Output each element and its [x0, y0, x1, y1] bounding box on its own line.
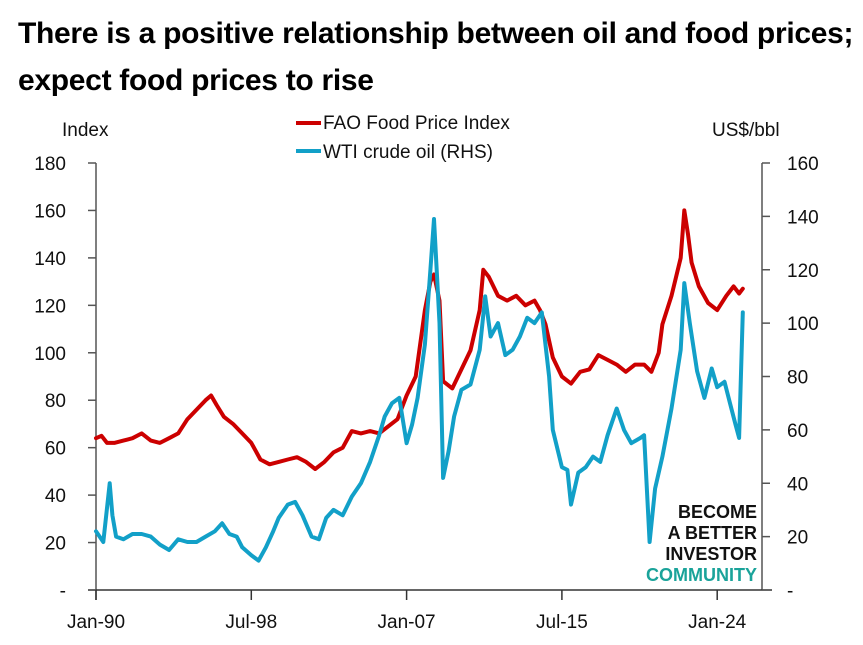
right-tick-label: 100 [787, 314, 819, 335]
left-tick-label: 20 [45, 534, 66, 555]
right-tick-label: 60 [787, 421, 808, 442]
wti-crude-oil-line [94, 217, 745, 563]
right-tick-label: - [787, 581, 793, 602]
right-tick-label: 20 [787, 528, 808, 549]
watermark: BECOME A BETTER INVESTOR COMMUNITY [646, 502, 757, 585]
chart-title: There is a positive relationship between… [18, 17, 854, 97]
left-tick-label: 180 [34, 154, 66, 175]
x-tick-label: Jan-24 [688, 612, 747, 633]
left-tick-label: 60 [45, 439, 66, 460]
right-tick-label: 120 [787, 261, 819, 282]
right-tick-label: 40 [787, 474, 808, 495]
legend-label-wti: WTI crude oil (RHS) [323, 142, 493, 163]
fao-food-price-index-line [94, 208, 745, 471]
legend: FAO Food Price Index WTI crude oil (RHS) [296, 113, 510, 163]
right-tick-label: 160 [787, 154, 819, 175]
x-tick-label: Jul-98 [225, 612, 277, 633]
x-tick-label: Jan-90 [67, 612, 125, 633]
left-tick-label: 160 [34, 201, 66, 222]
left-tick-label: 140 [34, 249, 66, 270]
x-tick-label: Jul-15 [536, 612, 588, 633]
right-axis-title: US$/bbl [712, 120, 780, 141]
watermark-line-4: COMMUNITY [646, 565, 757, 585]
watermark-line-1: BECOME [678, 502, 757, 522]
left-axis-title: Index [62, 120, 109, 141]
watermark-line-3: INVESTOR [665, 544, 757, 564]
right-tick-label: 140 [787, 207, 819, 228]
left-tick-label: 80 [45, 391, 66, 412]
left-tick-label: 100 [34, 344, 66, 365]
legend-label-fao: FAO Food Price Index [323, 113, 510, 134]
left-tick-label: 40 [45, 486, 66, 507]
left-tick-label: 120 [34, 296, 66, 317]
left-tick-label: - [60, 581, 66, 602]
right-tick-label: 80 [787, 368, 808, 389]
x-tick-label: Jan-07 [378, 612, 436, 633]
watermark-line-2: A BETTER [668, 523, 757, 543]
